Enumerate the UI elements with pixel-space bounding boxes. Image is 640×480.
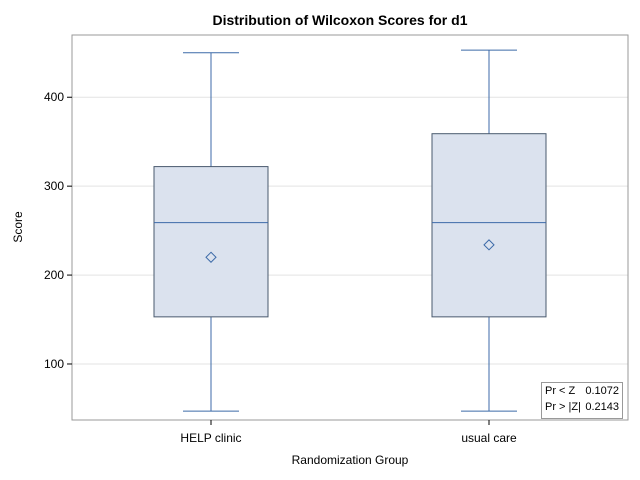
stats-inset: Pr < Z 0.1072 Pr > |Z| 0.2143 [541, 382, 623, 419]
y-axis: 100 200 300 400 [44, 90, 72, 371]
y-axis-label: Score [11, 211, 25, 243]
y-tick-label: 300 [44, 179, 64, 193]
y-tick-label: 100 [44, 357, 64, 371]
x-tick-label: HELP clinic [180, 431, 241, 445]
y-tick-label: 400 [44, 90, 64, 104]
stats-label: Pr < Z [545, 385, 576, 397]
boxes [153, 49, 547, 412]
mean-marker [205, 251, 217, 263]
box-iqr [153, 166, 269, 318]
y-tick-label: 200 [44, 268, 64, 282]
stats-row-pr-gt-abs-z: Pr > |Z| 0.2143 [542, 399, 622, 415]
x-axis-label: Randomization Group [292, 453, 409, 467]
chart-title: Distribution of Wilcoxon Scores for d1 [212, 12, 467, 28]
stats-value: 0.2143 [585, 401, 619, 413]
plot-frame [71, 34, 629, 421]
x-tick-label: usual care [461, 431, 517, 445]
stats-value: 0.1072 [585, 385, 619, 397]
box-2 [431, 49, 547, 412]
x-axis: HELP clinic usual care [180, 420, 517, 445]
stats-label: Pr > |Z| [545, 401, 581, 413]
mean-marker [483, 239, 495, 251]
stats-row-pr-lt-z: Pr < Z 0.1072 [542, 383, 622, 399]
box-iqr [431, 133, 547, 318]
box-1 [153, 52, 269, 412]
